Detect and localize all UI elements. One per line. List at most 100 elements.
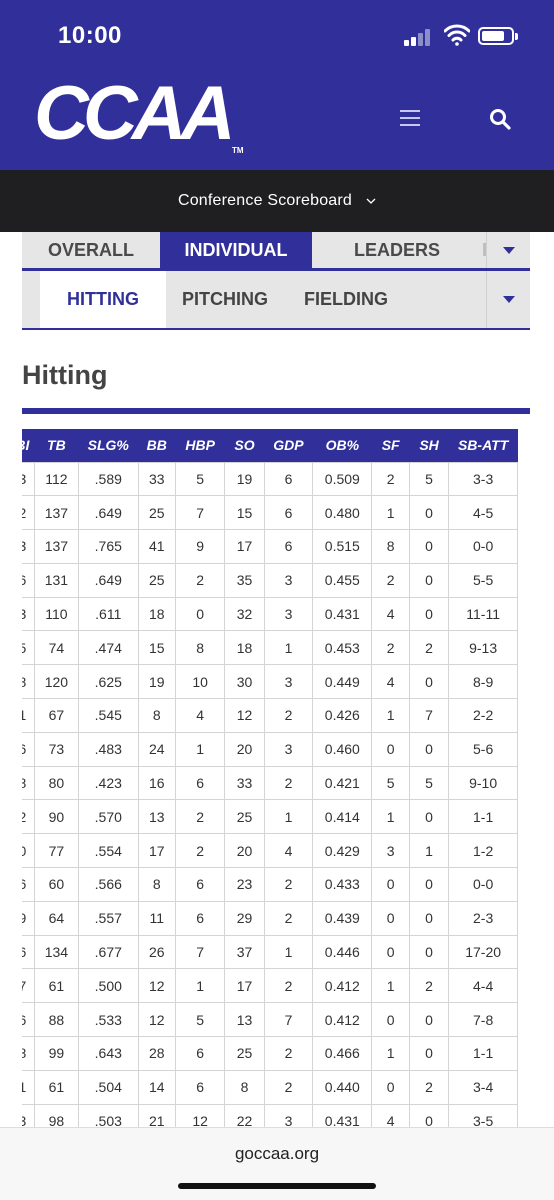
table-cell: 21 <box>137 1103 176 1127</box>
browser-url-bar[interactable]: goccaa.org <box>0 1127 554 1200</box>
table-cell: 20 <box>224 833 265 869</box>
section-title: Hitting <box>22 360 108 390</box>
table-cell: 22 <box>224 1103 265 1127</box>
ccaa-logo[interactable]: CCAA <box>34 71 236 156</box>
primary-tabs-more-button[interactable] <box>486 232 530 268</box>
table-cell: 112 <box>33 461 80 497</box>
table-cell: 8 <box>137 698 176 733</box>
table-cell: 5 <box>408 461 450 497</box>
table-cell: 2 <box>408 630 450 666</box>
home-indicator[interactable] <box>178 1183 376 1189</box>
table-cell: 0.509 <box>312 461 373 497</box>
table-cell: 17 <box>137 833 176 869</box>
table-row: 1 67.545 8 4 12 2 0.426 1 7 2-2 <box>22 698 518 733</box>
table-row: 8 80.423 16 6 33 2 0.421 5 5 9-10 <box>22 765 518 801</box>
column-header[interactable]: TB <box>34 429 79 462</box>
table-cell: 25 <box>137 562 176 598</box>
table-row: 2 90.570 13 2 25 1 0.414 1 0 1-1 <box>22 799 518 835</box>
table-cell: 17 <box>224 529 265 564</box>
table-cell: 25 <box>224 1036 265 1071</box>
tab-hitting[interactable]: HITTING <box>40 271 166 328</box>
column-header[interactable]: HBP <box>175 429 225 462</box>
table-row: 6 60.566 8 6 23 2 0.433 0 0 0-0 <box>22 867 518 902</box>
tab-fielding[interactable]: FIELDING <box>304 289 388 309</box>
table-cell: 2 <box>174 833 226 869</box>
table-cell: 0 <box>371 731 410 767</box>
table-cell: 29 <box>224 900 265 936</box>
table-cell: 1 <box>408 833 450 869</box>
table-cell: 1 <box>263 934 314 970</box>
table-cell: 3 <box>263 562 314 598</box>
table-cell: 0 <box>371 1002 410 1038</box>
table-cell: .677 <box>78 934 139 970</box>
search-icon[interactable] <box>488 107 512 131</box>
column-header[interactable]: SO <box>224 429 265 462</box>
table-cell: 2 <box>263 1069 314 1105</box>
table-cell: 11 <box>137 900 176 936</box>
column-header[interactable]: BB <box>138 429 176 462</box>
table-cell: 0 <box>174 596 226 632</box>
table-cell: 8 <box>22 1036 35 1071</box>
table-cell: 6 <box>174 1069 226 1105</box>
table-cell: 0.453 <box>312 630 373 666</box>
table-cell: 9 <box>174 529 226 564</box>
tab-leaders[interactable]: LEADERS <box>353 239 440 260</box>
table-cell: 110 <box>33 596 80 632</box>
table-cell: 19 <box>224 461 265 497</box>
table-cell: 0.433 <box>312 867 373 902</box>
column-header[interactable]: SLG% <box>78 429 138 462</box>
table-cell: 10 <box>174 664 226 700</box>
table-cell: 1 <box>22 698 35 733</box>
tab-individual[interactable]: INDIVIDUAL <box>160 232 312 268</box>
table-cell: 7 <box>174 495 226 531</box>
table-cell: 9-10 <box>448 765 518 801</box>
column-header[interactable]: OB% <box>312 429 372 462</box>
table-cell: 15 <box>137 630 176 666</box>
column-header[interactable]: SH <box>409 429 449 462</box>
table-cell: 2 <box>22 495 35 531</box>
table-cell: 0 <box>408 867 450 902</box>
tab-overall[interactable]: OVERALL <box>47 239 134 260</box>
table-cell: 4-4 <box>448 968 518 1004</box>
table-cell: 6 <box>22 867 35 902</box>
table-cell: 80 <box>33 765 80 801</box>
table-cell: 0 <box>408 529 450 564</box>
table-cell: 5 <box>22 630 35 666</box>
table-cell: .533 <box>78 1002 139 1038</box>
table-cell: 6 <box>22 934 35 970</box>
column-header[interactable]: BI <box>22 429 35 462</box>
column-header[interactable]: SB-ATT <box>448 429 518 462</box>
primary-tabs: OVERALL INDIVIDUAL LEADERS P <box>22 232 530 268</box>
tab-pitching[interactable]: PITCHING <box>181 289 268 309</box>
table-cell: 1 <box>22 1069 35 1105</box>
table-cell: 5-6 <box>448 731 518 767</box>
table-cell: 25 <box>224 799 265 835</box>
table-cell: 0.480 <box>312 495 373 531</box>
table-body: 3 112.589 33 5 19 6 0.509 2 5 3-3 2 137.649 25 7 15 6 0.… <box>22 461 518 1127</box>
trademark-mark: TM <box>232 146 244 155</box>
table-cell: 74 <box>33 630 80 666</box>
table-cell: 33 <box>224 765 265 801</box>
column-header[interactable]: SF <box>371 429 410 462</box>
table-cell: 16 <box>137 765 176 801</box>
table-cell: 0 <box>408 562 450 598</box>
chevron-down-icon <box>366 198 376 204</box>
table-cell: 0 <box>408 664 450 700</box>
table-cell: 8 <box>224 1069 265 1105</box>
hamburger-menu-icon[interactable] <box>400 108 422 128</box>
table-cell: 3-4 <box>448 1069 518 1105</box>
column-header[interactable]: GDP <box>264 429 313 462</box>
conference-scoreboard-toggle[interactable]: Conference Scoreboard <box>0 170 554 232</box>
secondary-tabs-more-button[interactable] <box>486 271 530 328</box>
table-cell: 0 <box>408 900 450 936</box>
table-cell: 2 <box>408 1069 450 1105</box>
table-cell: 6 <box>22 1002 35 1038</box>
table-cell: 0.429 <box>312 833 373 869</box>
table-cell: 4 <box>174 698 226 733</box>
table-cell: 15 <box>224 495 265 531</box>
table-cell: 14 <box>137 1069 176 1105</box>
table-cell: 7-8 <box>448 1002 518 1038</box>
table-cell: 24 <box>137 731 176 767</box>
table-cell: 3 <box>263 664 314 700</box>
